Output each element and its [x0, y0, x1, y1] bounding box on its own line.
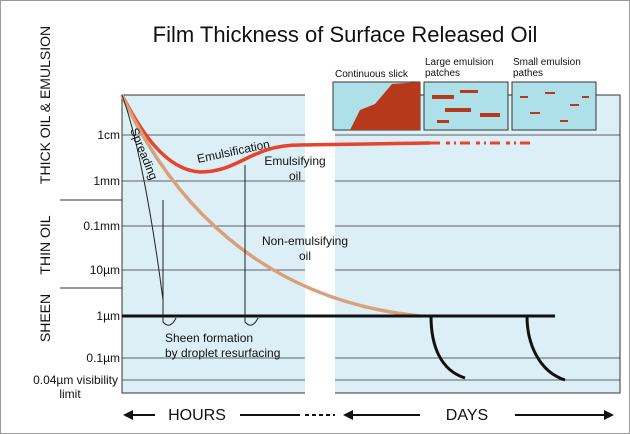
- level-label: 0.04µm visibility: [33, 373, 118, 387]
- sheen-decay: [525, 315, 566, 382]
- resurface-line: [162, 200, 177, 326]
- inset: [511, 81, 597, 131]
- level-label: 0.1µm: [86, 351, 120, 365]
- annotation: oil: [289, 169, 301, 183]
- inset-oil: [350, 82, 420, 130]
- level-label: 0.1mm: [83, 219, 120, 233]
- inset-oil: [520, 92, 589, 122]
- annotation: Non-emulsifying: [262, 234, 348, 248]
- arrow-head: [123, 410, 133, 420]
- break: [305, 90, 335, 400]
- annotation: Sheen formation: [165, 331, 253, 345]
- title: Film Thickness of Surface Released Oil: [153, 22, 538, 47]
- level-label: 10µm: [90, 263, 120, 277]
- arrow-head: [604, 410, 614, 420]
- annotation: by droplet resurfacing: [165, 346, 280, 360]
- emulsifying-curve: [120, 94, 431, 174]
- inset-label: Small emulsion: [513, 57, 581, 68]
- inset-label: Large emulsion: [425, 57, 493, 68]
- inset-label: Continuous slick: [335, 69, 409, 80]
- level-label: 1cm: [97, 128, 120, 142]
- non-emulsifying-curve: [120, 94, 421, 318]
- time-label: DAYS: [446, 407, 488, 424]
- inset: [423, 81, 509, 131]
- arrow-head: [343, 410, 353, 420]
- sheen-decay: [429, 315, 466, 380]
- time-label: HOURS: [168, 407, 226, 424]
- resurface-line: [244, 165, 259, 326]
- zone-label: SHEEN: [37, 294, 53, 342]
- level-label: 1mm: [93, 174, 120, 188]
- inset-label: pathes: [513, 68, 543, 79]
- zone-label: THICK OIL & EMULSION: [37, 26, 53, 184]
- spreading-line: [121, 94, 164, 301]
- annotation: Emulsifying: [264, 154, 325, 168]
- level-label: limit: [59, 387, 81, 401]
- annotation: oil: [299, 249, 311, 263]
- level-label: 1µm: [96, 309, 120, 323]
- inset-label: patches: [425, 68, 460, 79]
- inset-oil: [432, 90, 500, 123]
- zone-label: THIN OIL: [37, 215, 53, 274]
